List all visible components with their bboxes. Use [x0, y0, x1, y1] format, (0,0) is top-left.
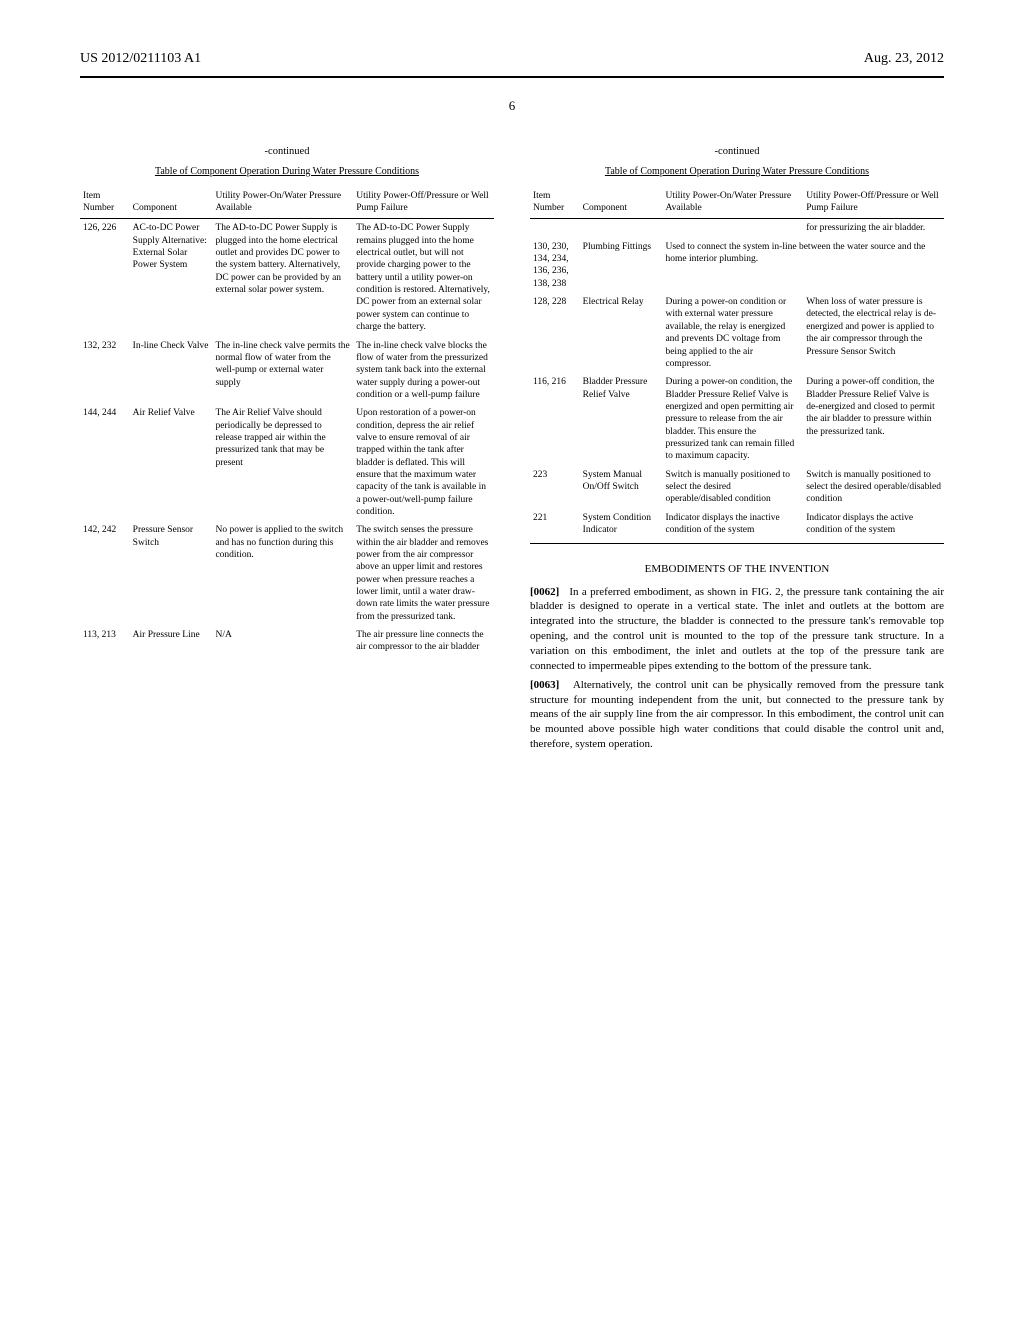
col-off: Utility Power-Off/Pressure or Well Pump … — [353, 186, 494, 219]
cell-component: Electrical Relay — [580, 293, 663, 373]
para-text: In a preferred embodiment, as shown in F… — [530, 586, 944, 672]
cell-item: 132, 232 — [80, 337, 130, 405]
two-column-body: -continued Table of Component Operation … — [80, 145, 944, 756]
cell-off: Indicator displays the active condition … — [803, 509, 944, 540]
cell-off: for pressurizing the air bladder. — [803, 219, 944, 238]
col-component: Component — [580, 186, 663, 219]
cell-component: In-line Check Valve — [130, 337, 213, 405]
cell-item: 113, 213 — [80, 626, 130, 657]
cell-component — [580, 219, 663, 238]
cell-component: Plumbing Fittings — [580, 238, 663, 293]
cell-item: 130, 230, 134, 234, 136, 236, 138, 238 — [530, 238, 580, 293]
cell-component: System Manual On/Off Switch — [580, 466, 663, 509]
cell-off: Upon restoration of a power-on condition… — [353, 404, 494, 521]
cell-component: Bladder Pressure Relief Valve — [580, 373, 663, 465]
col-off: Utility Power-Off/Pressure or Well Pump … — [803, 186, 944, 219]
cell-off: When loss of water pressure is detected,… — [803, 293, 944, 373]
cell-off: The air pressure line connects the air c… — [353, 626, 494, 657]
paragraph: [0063] Alternatively, the control unit c… — [530, 678, 944, 752]
left-column: -continued Table of Component Operation … — [80, 145, 494, 756]
cell-off: The switch senses the pressure within th… — [353, 521, 494, 626]
cell-item: 142, 242 — [80, 521, 130, 626]
table-row: 142, 242 Pressure Sensor Switch No power… — [80, 521, 494, 626]
col-on: Utility Power-On/Water Pressure Availabl… — [662, 186, 803, 219]
table-row: for pressurizing the air bladder. — [530, 219, 944, 238]
cell-component: Air Relief Valve — [130, 404, 213, 521]
paragraph: [0062] In a preferred embodiment, as sho… — [530, 585, 944, 674]
patent-page: US 2012/0211103 A1 Aug. 23, 2012 6 -cont… — [0, 0, 1024, 796]
publication-date: Aug. 23, 2012 — [864, 50, 944, 68]
cell-on: The Air Relief Valve should periodically… — [212, 404, 353, 521]
table-end-rule — [530, 543, 944, 544]
table-row: 130, 230, 134, 234, 136, 236, 138, 238 P… — [530, 238, 944, 293]
cell-on: During a power-on condition, the Bladder… — [662, 373, 803, 465]
table-header-row: Item Number Component Utility Power-On/W… — [530, 186, 944, 219]
cell-on: The in-line check valve permits the norm… — [212, 337, 353, 405]
col-item: Item Number — [80, 186, 130, 219]
table-title: Table of Component Operation During Wate… — [530, 165, 944, 178]
table-row: 223 System Manual On/Off Switch Switch i… — [530, 466, 944, 509]
table-row: 144, 244 Air Relief Valve The Air Relief… — [80, 404, 494, 521]
para-text: Alternatively, the control unit can be p… — [530, 679, 944, 750]
cell-off: Switch is manually positioned to select … — [803, 466, 944, 509]
cell-on — [662, 219, 803, 238]
component-table-right: Item Number Component Utility Power-On/W… — [530, 186, 944, 540]
para-number: [0063] — [530, 679, 559, 691]
cell-item: 128, 228 — [530, 293, 580, 373]
page-number: 6 — [80, 98, 944, 115]
cell-span: Used to connect the system in-line betwe… — [662, 238, 944, 293]
cell-off: During a power-off condition, the Bladde… — [803, 373, 944, 465]
para-number: [0062] — [530, 586, 559, 598]
table-row: 128, 228 Electrical Relay During a power… — [530, 293, 944, 373]
col-on: Utility Power-On/Water Pressure Availabl… — [212, 186, 353, 219]
cell-on: Switch is manually positioned to select … — [662, 466, 803, 509]
cell-item: 144, 244 — [80, 404, 130, 521]
cell-on: No power is applied to the switch and ha… — [212, 521, 353, 626]
page-header: US 2012/0211103 A1 Aug. 23, 2012 — [80, 50, 944, 68]
cell-on: Indicator displays the inactive conditio… — [662, 509, 803, 540]
header-rule — [80, 76, 944, 78]
section-heading: EMBODIMENTS OF THE INVENTION — [530, 562, 944, 576]
right-column: -continued Table of Component Operation … — [530, 145, 944, 756]
col-component: Component — [130, 186, 213, 219]
cell-item: 126, 226 — [80, 219, 130, 337]
table-row: 116, 216 Bladder Pressure Relief Valve D… — [530, 373, 944, 465]
cell-item — [530, 219, 580, 238]
table-header-row: Item Number Component Utility Power-On/W… — [80, 186, 494, 219]
cell-item: 116, 216 — [530, 373, 580, 465]
cell-component: Air Pressure Line — [130, 626, 213, 657]
table-row: 221 System Condition Indicator Indicator… — [530, 509, 944, 540]
cell-component: AC-to-DC Power Supply Alternative: Exter… — [130, 219, 213, 337]
cell-off: The AD-to-DC Power Supply remains plugge… — [353, 219, 494, 337]
cell-on: The AD-to-DC Power Supply is plugged int… — [212, 219, 353, 337]
continued-label: -continued — [80, 145, 494, 159]
table-row: 113, 213 Air Pressure Line N/A The air p… — [80, 626, 494, 657]
table-row: 126, 226 AC-to-DC Power Supply Alternati… — [80, 219, 494, 337]
col-item: Item Number — [530, 186, 580, 219]
cell-item: 223 — [530, 466, 580, 509]
cell-off: The in-line check valve blocks the flow … — [353, 337, 494, 405]
cell-item: 221 — [530, 509, 580, 540]
publication-number: US 2012/0211103 A1 — [80, 50, 201, 68]
cell-on: During a power-on condition or with exte… — [662, 293, 803, 373]
continued-label: -continued — [530, 145, 944, 159]
cell-component: System Condition Indicator — [580, 509, 663, 540]
cell-on: N/A — [212, 626, 353, 657]
table-title: Table of Component Operation During Wate… — [80, 165, 494, 178]
table-row: 132, 232 In-line Check Valve The in-line… — [80, 337, 494, 405]
component-table-left: Item Number Component Utility Power-On/W… — [80, 186, 494, 657]
cell-component: Pressure Sensor Switch — [130, 521, 213, 626]
